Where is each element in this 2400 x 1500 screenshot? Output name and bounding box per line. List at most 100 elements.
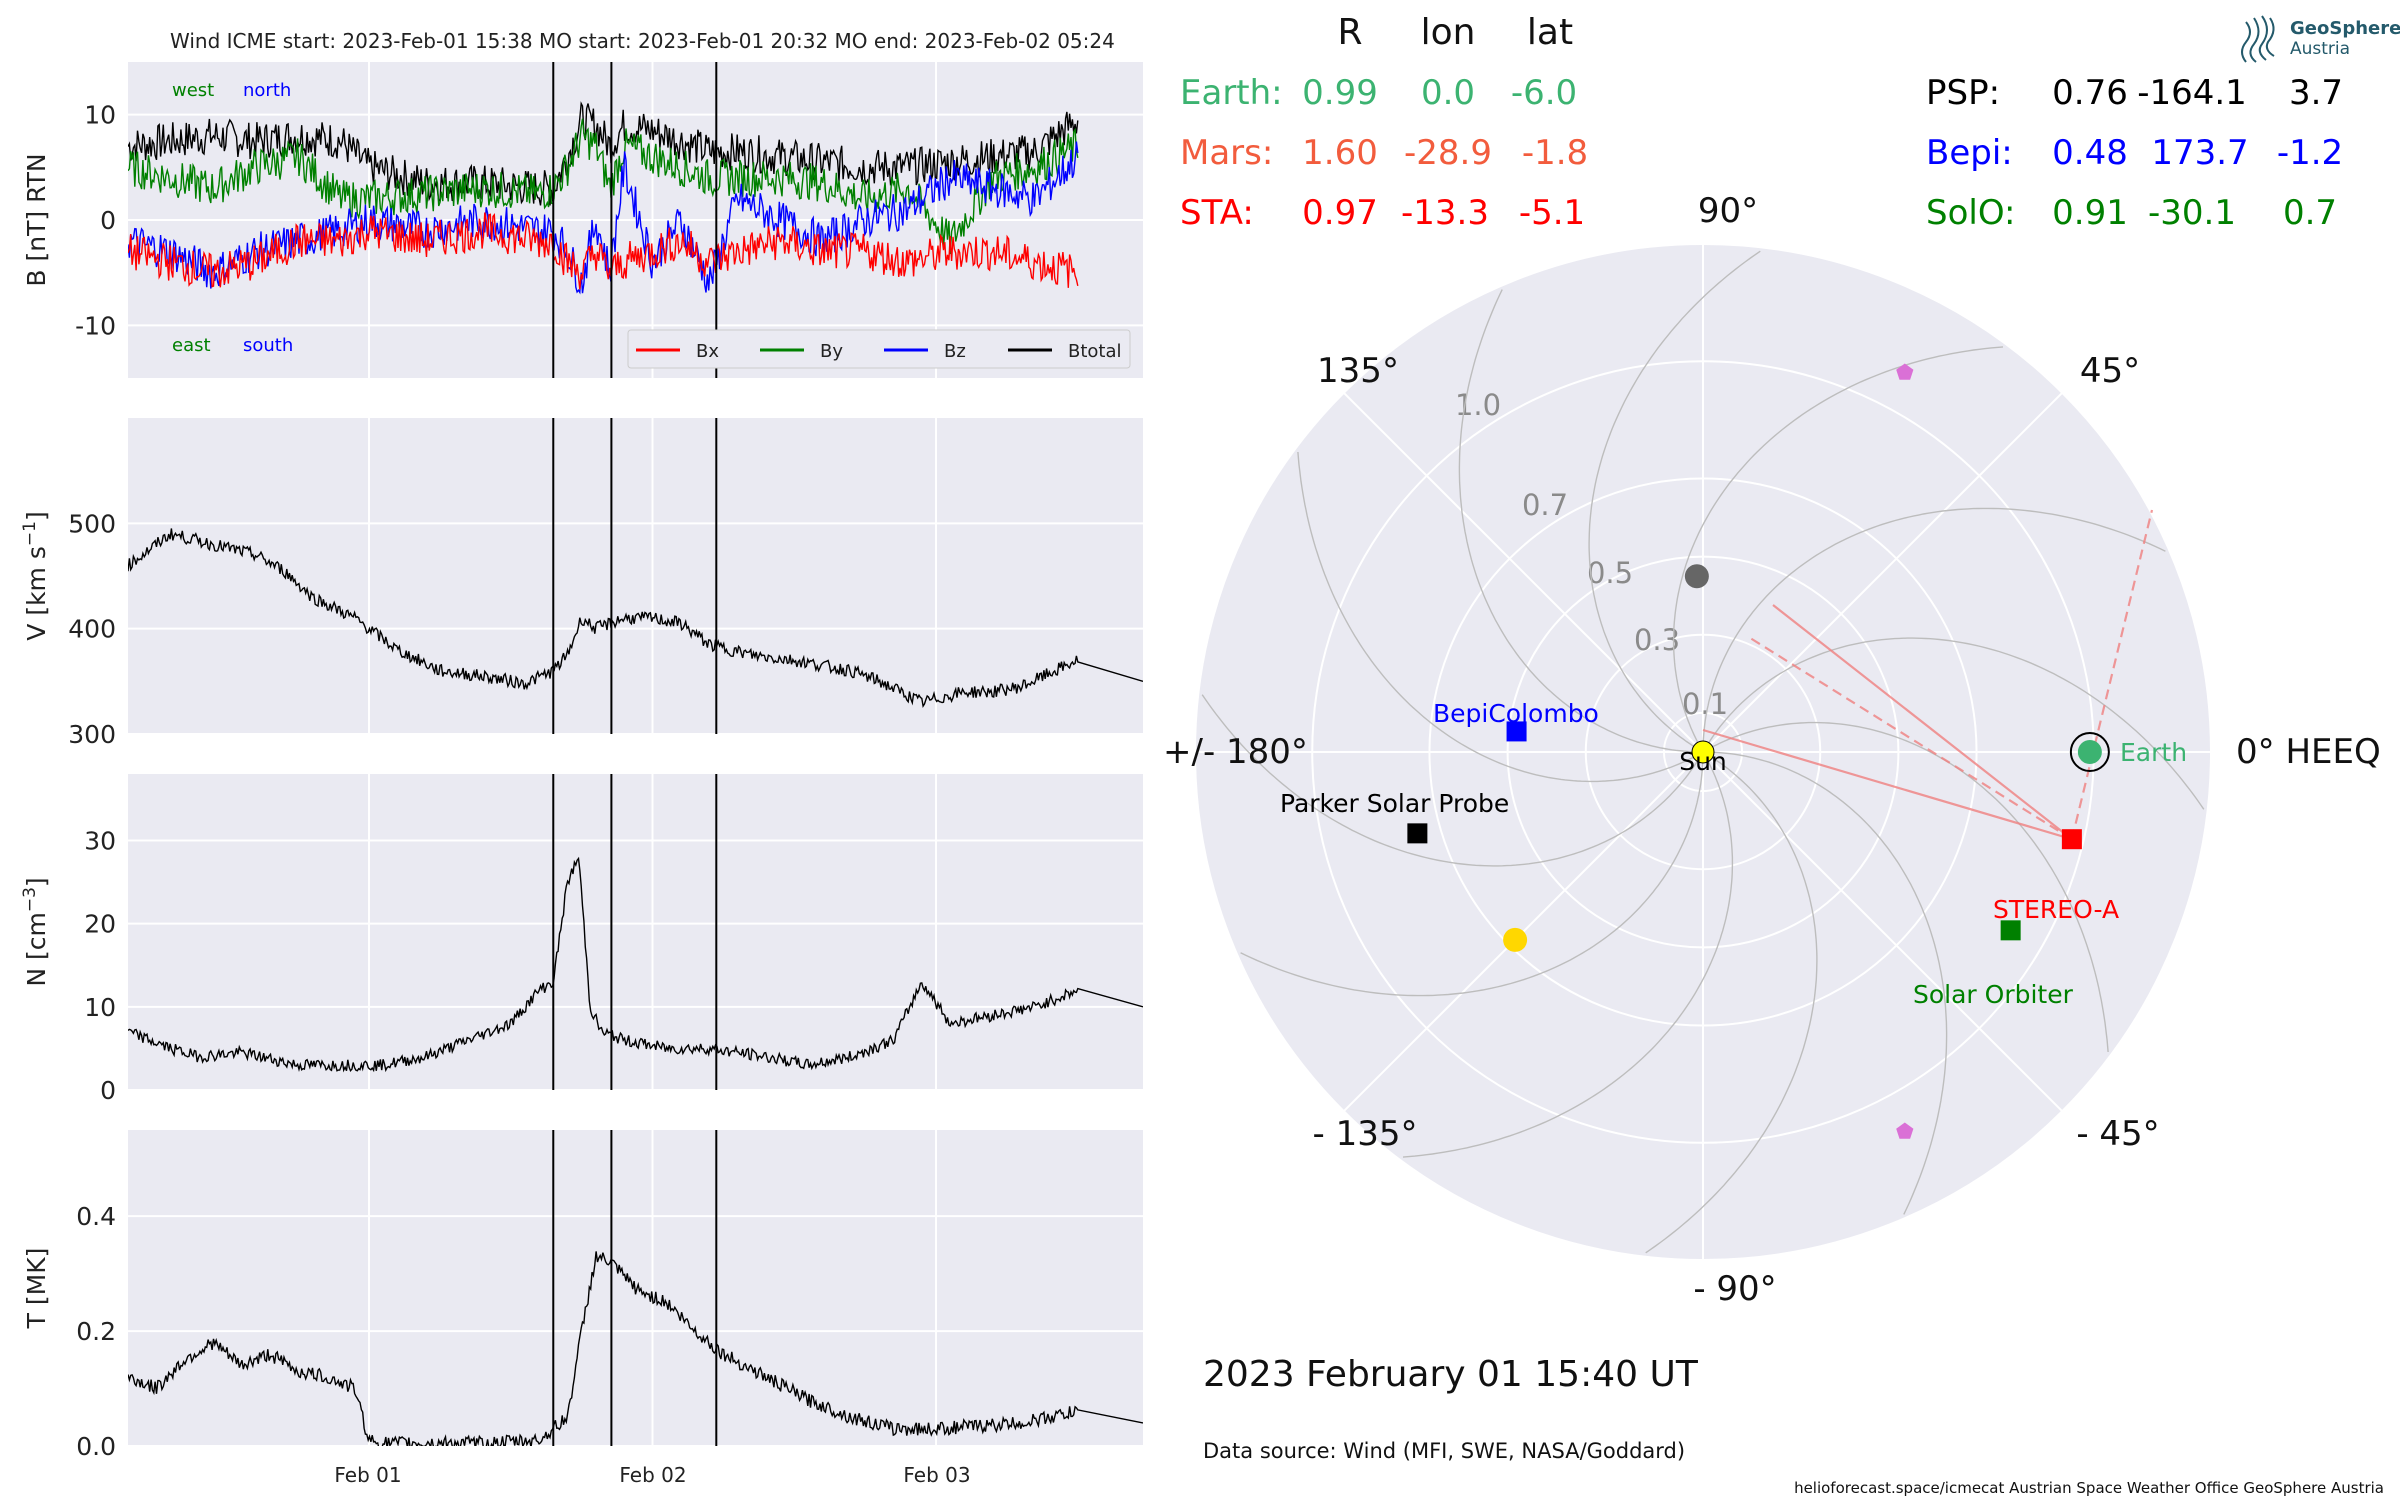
col-header-r: R — [1337, 12, 1362, 53]
series-line-data — [128, 528, 1143, 709]
x-tick-feb01: Feb 01 — [334, 1463, 401, 1487]
angle-label-45: 45° — [2080, 351, 2140, 391]
solo-name: SolO: — [1926, 193, 2015, 233]
earth-lat: -6.0 — [1511, 73, 1577, 113]
south-label: south — [243, 335, 293, 356]
panel-v-background — [128, 418, 1143, 734]
y-tick-label: 0.4 — [76, 1202, 116, 1231]
y-tick-label: 300 — [68, 720, 116, 749]
b-axis-label: B [nT] RTN — [22, 153, 51, 286]
bepi-r: 0.48 — [2052, 133, 2128, 173]
parker-spiral — [1710, 751, 1948, 1215]
parker-spiral — [1672, 346, 2004, 746]
solo-lat: 0.7 — [2283, 193, 2337, 233]
table-row-psp: PSP: 0.76 -164.1 3.7 — [1926, 73, 2343, 113]
label-sun: Sun — [1679, 747, 1727, 776]
angle-label-m90: - 90° — [1693, 1269, 1776, 1309]
solo-r: 0.91 — [2052, 193, 2128, 233]
angle-label-m45: - 45° — [2076, 1114, 2159, 1154]
geosphere-logo-title: GeoSphere — [2290, 18, 2400, 39]
earth-name: Earth: — [1180, 73, 1283, 113]
y-tick-label: 10 — [84, 993, 116, 1022]
label-solo: Solar Orbiter — [1913, 980, 2074, 1009]
bepi-lon: 173.7 — [2151, 133, 2248, 173]
polar-border — [1194, 243, 2212, 1261]
psp-lon: -164.1 — [2137, 73, 2247, 113]
earth-marker — [2077, 740, 2102, 764]
series-line-btotal — [128, 101, 1079, 206]
data-source: Data source: Wind (MFI, SWE, NASA/Goddar… — [1203, 1439, 1685, 1463]
label-bepi: BepiColombo — [1433, 699, 1599, 728]
series-line-bx — [128, 212, 1079, 290]
date-label: 2023 February 01 15:40 UT — [1203, 1354, 1699, 1395]
n-axis-label: N [cm−3] — [20, 877, 51, 986]
angular-spoke — [1702, 392, 2063, 753]
earth-r: 0.99 — [1302, 73, 1378, 113]
label-earth: Earth — [2120, 738, 2187, 767]
legend-by-label: By — [820, 341, 843, 362]
sun-marker — [1691, 740, 1715, 764]
parker-spiral — [1240, 759, 1704, 997]
geosphere-logo-mark — [2241, 15, 2275, 63]
table-row-solo: SolO: 0.91 -30.1 0.7 — [1926, 193, 2337, 233]
north-label: north — [243, 80, 291, 101]
series-line-data — [128, 856, 1143, 1073]
mars-lat: -1.8 — [1522, 133, 1588, 173]
pentagon-marker — [1896, 1122, 1914, 1139]
psp-lat: 3.7 — [2289, 73, 2343, 113]
table-row-earth: Earth: 0.99 0.0 -6.0 — [1180, 73, 1577, 113]
label-sta: STEREO-A — [1993, 895, 2119, 924]
mars-lon: -28.9 — [1404, 133, 1492, 173]
solar-orbiter-marker — [2000, 920, 2021, 941]
mars-name: Mars: — [1180, 133, 1273, 173]
parker-spiral — [1201, 694, 1700, 867]
legend-box — [627, 329, 1131, 369]
sta-name: STA: — [1180, 193, 1254, 233]
table-row-sta: STA: 0.97 -13.3 -5.1 — [1180, 193, 1585, 233]
col-header-lon: lon — [1421, 12, 1476, 53]
panel-n-background — [128, 774, 1143, 1090]
angle-label-90: 90° — [1698, 191, 1758, 231]
y-tick-label: 400 — [68, 615, 116, 644]
angular-spoke — [1702, 751, 2063, 1112]
geosphere-logo: GeoSphere Austria — [2241, 15, 2400, 63]
planet-marker — [1684, 564, 1709, 589]
sta-lat: -5.1 — [1519, 193, 1585, 233]
table-row-mars: Mars: 1.60 -28.9 -1.8 — [1180, 133, 1588, 173]
legend-bx-label: Bx — [696, 341, 719, 362]
panel-temperature: 0.0 0.2 0.4 — [76, 1130, 1143, 1461]
insitu-title: Wind ICME start: 2023-Feb-01 15:38 MO st… — [170, 29, 1115, 53]
sta-r: 0.97 — [1302, 193, 1378, 233]
y-tick-label: 0.0 — [76, 1432, 116, 1461]
radial-tick-label: 0.7 — [1522, 488, 1568, 522]
bepi-lat: -1.2 — [2277, 133, 2343, 173]
mars-r: 1.60 — [1302, 133, 1378, 173]
y-tick-label: 10 — [84, 101, 116, 130]
panel-magnetic-field: -10 0 10 — [75, 62, 1143, 378]
angular-spoke — [1343, 392, 1704, 753]
sta-lon: -13.3 — [1401, 193, 1489, 233]
panel-density: 0 10 20 30 — [84, 774, 1143, 1105]
parker-spiral — [1458, 289, 1696, 753]
legend-bz-label: Bz — [944, 341, 966, 362]
label-psp: Parker Solar Probe — [1280, 789, 1509, 818]
parker-spiral — [1297, 451, 1697, 783]
legend: Bx By Bz Btotal — [627, 329, 1131, 369]
series-line-data — [128, 1251, 1143, 1446]
pentagon-marker — [1896, 363, 1914, 380]
west-label: west — [172, 80, 214, 101]
panel-velocity: 300 400 500 — [68, 418, 1143, 749]
parker-spiral — [1645, 755, 1818, 1254]
credit-line: helioforecast.space/icmecat Austrian Spa… — [1794, 1479, 2384, 1497]
angle-label-0: 0° HEEQ — [2236, 732, 2381, 772]
radial-tick-label: 1.0 — [1455, 388, 1501, 422]
psp-name: PSP: — [1926, 73, 2000, 113]
legend-btotal-label: Btotal — [1068, 341, 1122, 362]
east-label: east — [172, 335, 211, 356]
sta-fieldline — [1772, 604, 2073, 841]
angle-label-135: 135° — [1317, 351, 1399, 391]
bepi-name: Bepi: — [1926, 133, 2013, 173]
sta-fieldline — [1702, 728, 2073, 841]
bepicolombo-marker — [1506, 721, 1527, 742]
